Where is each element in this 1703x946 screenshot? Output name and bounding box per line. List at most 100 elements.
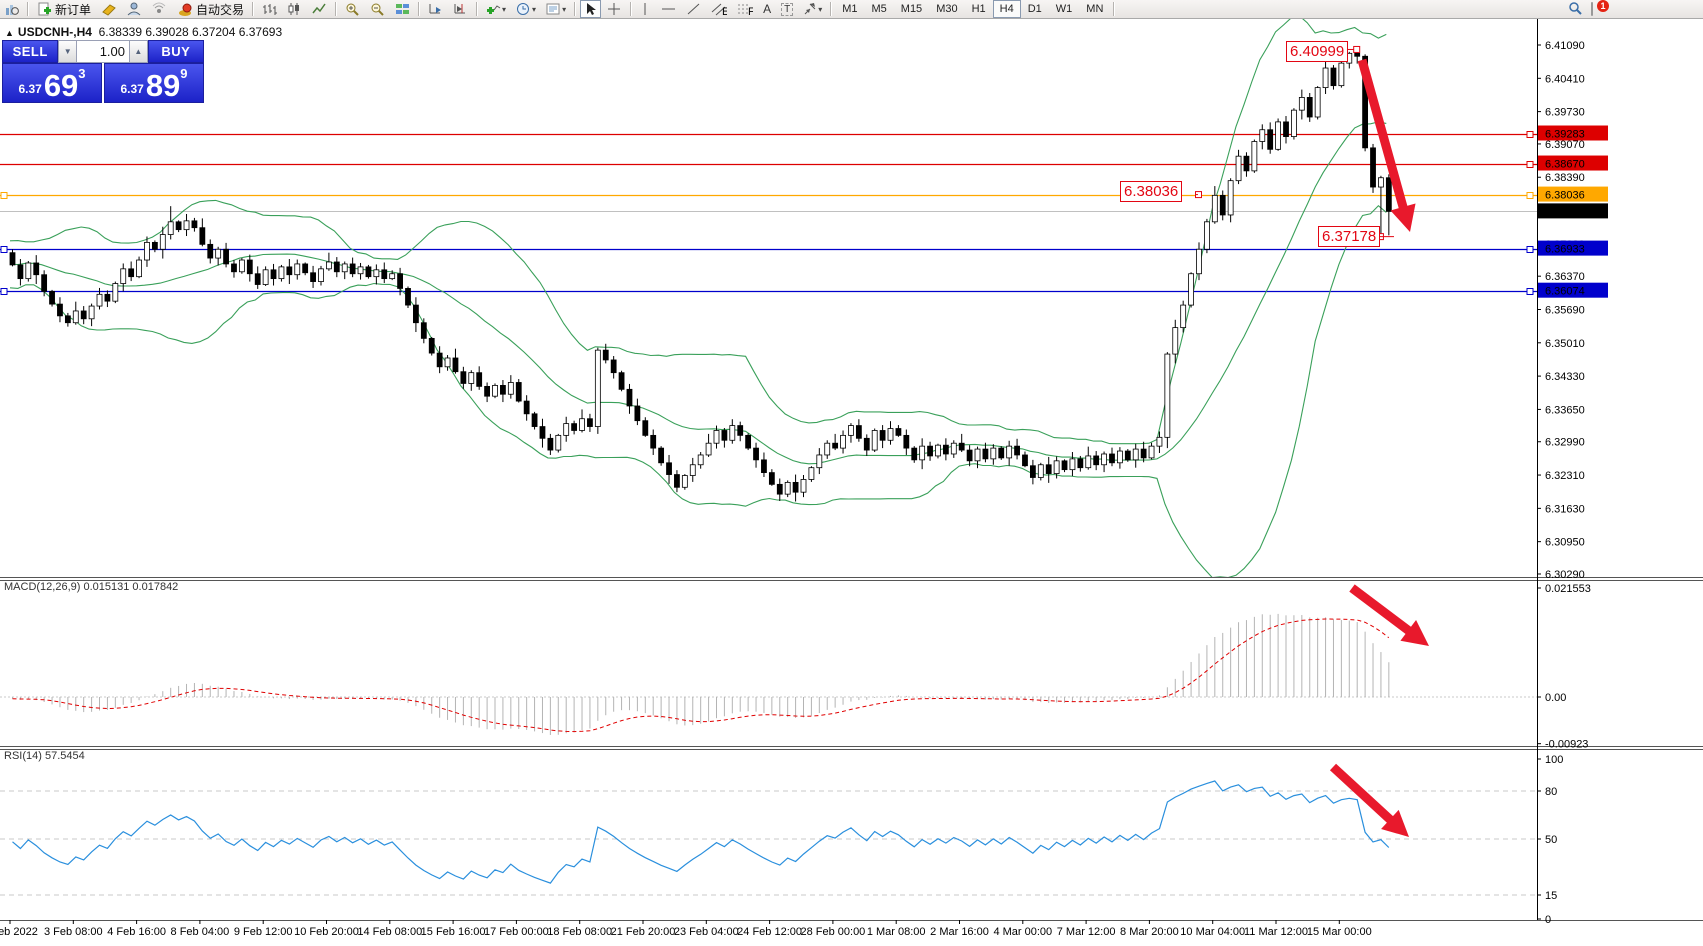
zoom-out-icon[interactable] — [366, 0, 389, 18]
templates-button[interactable]: ▾ — [542, 0, 570, 18]
svg-text:14 Feb 08:00: 14 Feb 08:00 — [357, 926, 422, 938]
tab-timeframe-m1[interactable]: M1 — [842, 3, 858, 15]
middle-band[interactable] — [9, 121, 1387, 465]
annotation-arrows[interactable] — [1329, 58, 1429, 837]
svg-text:-0.00923: -0.00923 — [1545, 739, 1588, 751]
macd-axis: 0.021553 0.00 -0.00923 — [1537, 583, 1591, 751]
rsi-indicator-label: RSI(14) 57.5454 — [4, 750, 85, 762]
svg-text:6.39070: 6.39070 — [1545, 139, 1585, 151]
rsi-panel — [0, 780, 1537, 896]
price-badges: 6.39283 6.38670 6.38036 6.37693 6.36933 6.360… — [1538, 125, 1608, 298]
market-watch-icon[interactable] — [1, 0, 23, 18]
price-callout-mid[interactable]: 6.38036 — [1120, 181, 1183, 202]
tab-timeframe-h4[interactable]: H4 — [992, 0, 1021, 18]
svg-text:15 Feb 16:00: 15 Feb 16:00 — [421, 926, 486, 938]
search-icon[interactable] — [1568, 1, 1583, 16]
line-handle[interactable] — [0, 192, 8, 199]
line-handle[interactable] — [0, 246, 8, 253]
svg-text:100: 100 — [1545, 754, 1563, 766]
highlighter-icon[interactable] — [97, 0, 121, 18]
volume-increase-button[interactable]: ▲ — [129, 40, 148, 63]
channel-tool[interactable]: E — [707, 0, 731, 18]
tab-timeframe-d1[interactable]: D1 — [1027, 3, 1042, 15]
svg-text:6.38670: 6.38670 — [1545, 159, 1585, 171]
toolbar-separator — [476, 2, 479, 16]
signal-icon[interactable] — [148, 0, 171, 18]
line-chart-mode-icon[interactable] — [308, 0, 331, 18]
line-handle[interactable] — [1526, 192, 1534, 199]
chart-window[interactable]: 6.41090 6.40410 6.39730 6.39070 6.38390 6.37 7… — [0, 19, 1703, 941]
svg-text:23 Feb 04:00: 23 Feb 04:00 — [674, 926, 739, 938]
svg-text:6.38036: 6.38036 — [1545, 190, 1585, 202]
candle-chart-mode-icon[interactable] — [283, 0, 306, 18]
sell-button[interactable]: SELL — [2, 40, 59, 63]
svg-text:4 Mar 00:00: 4 Mar 00:00 — [993, 926, 1052, 938]
line-handle[interactable] — [1526, 288, 1534, 295]
candlestick-series — [9, 49, 1392, 502]
time-axis[interactable]: 2 Feb 2022 3 Feb 08:00 4 Feb 16:00 8 Feb 04… — [0, 920, 1372, 938]
rsi-axis: 100 80 50 15 0 — [1537, 754, 1563, 926]
label-tool[interactable]: T — [777, 0, 797, 18]
tab-timeframe-m15[interactable]: M15 — [900, 3, 923, 15]
red-arrow[interactable] — [1349, 584, 1415, 637]
bar-chart-mode-icon[interactable] — [258, 0, 281, 18]
notification-count-badge: 1 — [1597, 0, 1609, 12]
line-handle[interactable] — [1526, 246, 1534, 253]
callout-anchor[interactable] — [1353, 45, 1361, 53]
chart-canvas[interactable]: 6.41090 6.40410 6.39730 6.39070 6.38390 6.37 7… — [0, 19, 1703, 941]
auto-scroll-icon[interactable] — [424, 0, 447, 18]
svg-text:0.021553: 0.021553 — [1545, 583, 1591, 595]
svg-text:21 Feb 20:00: 21 Feb 20:00 — [611, 926, 676, 938]
vertical-line-tool[interactable] — [636, 0, 655, 18]
collapse-triangle-icon[interactable]: ▲ — [5, 28, 14, 38]
trendline-tool[interactable] — [682, 0, 705, 18]
tab-timeframe-h1[interactable]: H1 — [971, 3, 986, 15]
shapes-tool[interactable]: ▾ — [799, 0, 826, 18]
tile-windows-icon[interactable] — [391, 0, 414, 18]
svg-text:6.31630: 6.31630 — [1545, 503, 1585, 515]
lower-band[interactable] — [9, 204, 1387, 578]
red-arrow[interactable] — [1357, 58, 1409, 213]
price-axis[interactable]: 6.410906.404106.397306.390706.383906.377… — [1537, 40, 1585, 581]
horizontal-price-lines[interactable] — [0, 131, 1537, 295]
red-arrow[interactable] — [1329, 763, 1396, 826]
svg-text:11 Mar 12:00: 11 Mar 12:00 — [1244, 926, 1308, 938]
svg-text:3 Feb 08:00: 3 Feb 08:00 — [44, 926, 103, 938]
price-callout-low[interactable]: 6.37178 — [1318, 226, 1381, 247]
top-toolbar: 新订单 自动交易 ▾ ▾ ▾ E F A T ▾ M1 M5 M15 M30 H… — [0, 0, 1703, 19]
periods-button[interactable]: ▾ — [512, 0, 540, 18]
horizontal-line-tool[interactable] — [657, 0, 680, 18]
buy-price-display[interactable]: 6.37 89 9 — [104, 63, 204, 103]
line-handle[interactable] — [0, 288, 8, 295]
volume-decrease-button[interactable]: ▼ — [58, 40, 78, 63]
new-order-button[interactable]: 新订单 — [33, 0, 95, 18]
sell-price-display[interactable]: 6.37 69 3 — [2, 63, 102, 103]
zoom-in-icon[interactable] — [341, 0, 364, 18]
add-indicator-button[interactable]: ▾ — [482, 0, 510, 18]
svg-text:8 Mar 20:00: 8 Mar 20:00 — [1120, 926, 1179, 938]
symbol-period-label: USDCNH-,H4 — [17, 25, 92, 39]
cursor-tool[interactable] — [580, 0, 602, 18]
ohlc-values: 6.38339 6.39028 6.37204 6.37693 — [98, 25, 283, 39]
tab-timeframe-w1[interactable]: W1 — [1055, 3, 1073, 15]
svg-text:6.37693: 6.37693 — [1545, 206, 1585, 218]
svg-text:6.36933: 6.36933 — [1545, 244, 1585, 256]
line-handle[interactable] — [1526, 161, 1534, 168]
line-handle[interactable] — [1526, 131, 1534, 138]
profile-icon[interactable] — [123, 0, 146, 18]
tab-timeframe-m5[interactable]: M5 — [871, 3, 887, 15]
tab-timeframe-m30[interactable]: M30 — [936, 3, 958, 15]
price-callout-high[interactable]: 6.40999 — [1286, 41, 1349, 62]
text-tool[interactable]: A — [763, 2, 772, 16]
upper-band[interactable] — [9, 19, 1387, 445]
volume-input[interactable]: 1.00 — [77, 40, 129, 63]
notifications-button[interactable]: 1 — [1591, 0, 1609, 16]
chart-shift-icon[interactable] — [449, 0, 472, 18]
tab-timeframe-mn[interactable]: MN — [1086, 3, 1104, 15]
fibonacci-tool[interactable]: F — [733, 0, 757, 18]
svg-text:6.30290: 6.30290 — [1545, 569, 1585, 581]
chart-title: ▲ USDCNH-,H4 6.38339 6.39028 6.37204 6.37… — [5, 25, 282, 39]
buy-button[interactable]: BUY — [147, 40, 205, 63]
autotrade-button[interactable]: 自动交易 — [173, 0, 248, 18]
crosshair-tool[interactable] — [603, 0, 626, 18]
